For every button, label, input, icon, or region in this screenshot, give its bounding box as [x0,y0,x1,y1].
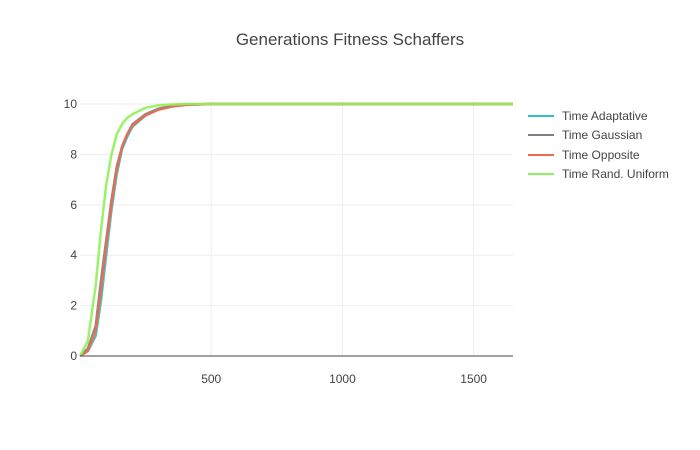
legend[interactable]: Time Adaptative Time Gaussian Time Opposit… [528,106,669,184]
y-tick-label: 8 [70,147,77,161]
y-tick-label: 0 [70,349,77,363]
legend-swatch [528,114,554,117]
series-line-4 [78,102,513,357]
series-line-2 [79,102,513,357]
legend-item-1[interactable]: Time Adaptative [528,106,669,126]
legend-label: Time Rand. Uniform [562,167,669,182]
chart-title: Generations Fitness Schaffers [235,30,465,49]
y-tick-label: 10 [64,97,78,111]
legend-item-2[interactable]: Time Gaussian [528,126,669,146]
legend-label: Time Gaussian [562,128,643,143]
tick-labels: 0 2 4 6 8 10 500 1000 1500 [64,97,488,386]
legend-label: Time Adaptative [562,108,648,123]
y-tick-label: 6 [70,198,77,212]
x-tick-label: 500 [201,372,221,386]
legend-swatch [528,173,554,176]
series-layer [78,102,513,358]
series-line-1 [79,102,513,358]
legend-item-4[interactable]: Time Rand. Uniform [528,165,669,185]
grid-lines [80,99,513,356]
x-tick-label: 1000 [329,372,356,386]
legend-label: Time Opposite [562,147,640,162]
y-tick-label: 2 [70,299,77,313]
x-tick-label: 1500 [460,372,487,386]
legend-swatch [528,153,554,156]
series-line-3 [79,102,513,358]
legend-swatch [528,134,554,137]
legend-item-3[interactable]: Time Opposite [528,145,669,165]
y-tick-label: 4 [70,248,77,262]
